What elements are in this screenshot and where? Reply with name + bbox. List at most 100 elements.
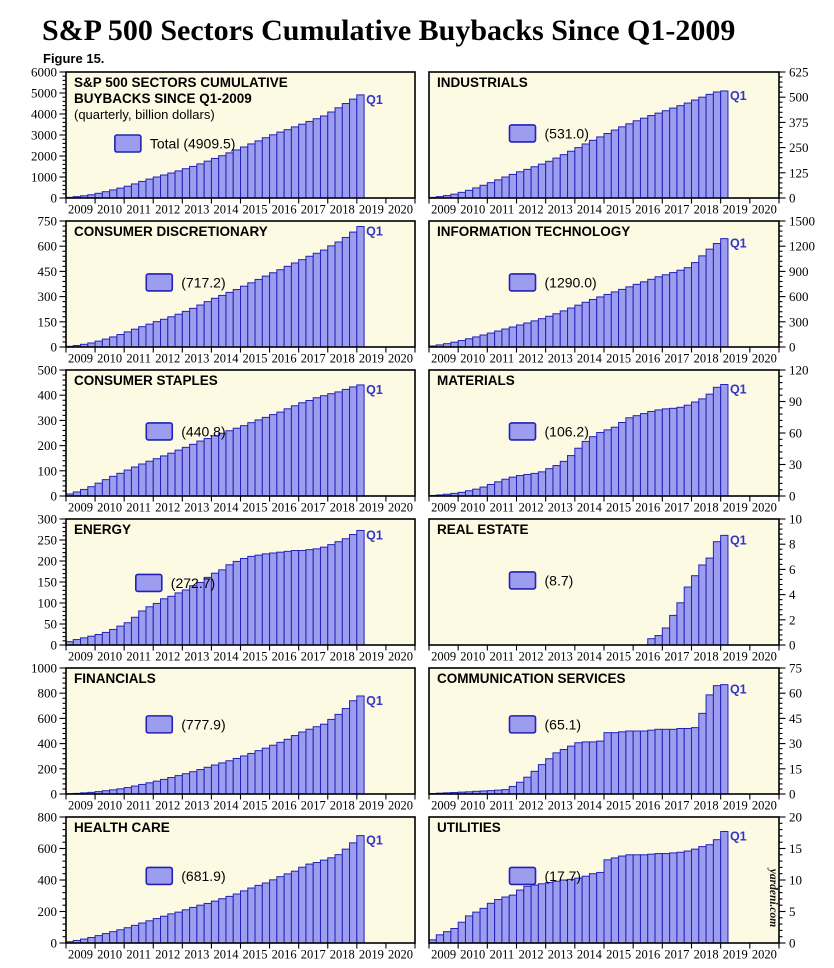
y-tick-label: 1000: [31, 664, 57, 676]
x-year-label: 2009: [68, 799, 93, 813]
x-year-label: 2016: [272, 501, 297, 515]
y-tick-label: 150: [38, 314, 58, 329]
bar: [479, 486, 488, 497]
bar: [581, 741, 590, 795]
x-year-label: 2011: [126, 501, 151, 515]
bar: [523, 885, 532, 944]
bar: [683, 850, 692, 944]
y-tick-label: 0: [789, 638, 796, 653]
bar: [319, 249, 329, 348]
legend-swatch: [135, 573, 163, 593]
bar: [639, 730, 649, 795]
bar: [610, 426, 620, 497]
x-year-label: 2011: [490, 203, 515, 217]
y-tick-label: 200: [38, 554, 58, 569]
x-year-label: 2018: [694, 203, 719, 217]
bar: [160, 455, 169, 497]
bar: [254, 278, 263, 348]
bar: [472, 488, 481, 497]
bar: [138, 783, 147, 795]
bar: [123, 787, 132, 795]
x-year-label: 2014: [213, 799, 239, 813]
watermark: yardeni.com: [767, 867, 779, 928]
bar: [654, 276, 663, 348]
bar: [581, 440, 590, 497]
x-year-label: 2015: [243, 799, 268, 813]
bar: [312, 548, 321, 646]
bar: [516, 324, 525, 348]
bar: [464, 915, 474, 944]
y-tick-label: 500: [38, 366, 58, 378]
bar: [240, 425, 249, 497]
x-year-label: 2016: [272, 650, 297, 664]
bar: [669, 407, 678, 497]
y-tick-label: 4000: [31, 107, 57, 122]
chart-panel-utilities: 0 5 10 15 20 2009 2010 2011 2012 2013 2014 2015 2016…: [428, 813, 832, 962]
bar: [189, 165, 198, 199]
bar: [574, 447, 583, 497]
bar: [647, 115, 656, 199]
bar: [160, 598, 169, 646]
legend-swatch: [508, 124, 537, 143]
x-axis-labels: 2009 2010 2011 2012 2013 2014 2015 2016 2017 2018…: [431, 203, 777, 217]
legend: Total (4909.5): [114, 134, 235, 153]
bar: [210, 764, 220, 795]
bar: [545, 758, 554, 795]
bar: [160, 778, 169, 795]
bar: [210, 900, 220, 944]
bar: [334, 391, 343, 497]
bar: [123, 927, 132, 944]
bar: [130, 785, 140, 795]
x-year-label: 2017: [664, 799, 689, 813]
y-tick-label: 250: [789, 140, 809, 155]
q1-annotation: Q1: [366, 383, 383, 397]
x-year-label: 2017: [301, 501, 326, 515]
bar: [247, 752, 256, 795]
y-tick-label: 375: [789, 115, 809, 130]
bar: [661, 110, 671, 199]
bar: [305, 255, 314, 348]
bar: [312, 397, 321, 497]
bar: [574, 877, 583, 944]
x-axis-labels: 2009 2010 2011 2012 2013 2014 2015 2016 2017 2018…: [431, 799, 777, 813]
bar: [647, 278, 656, 348]
bar: [138, 463, 147, 497]
x-year-label: 2018: [330, 203, 355, 217]
bar: [559, 748, 569, 795]
bar: [588, 873, 598, 944]
legend: (272.7): [135, 573, 215, 593]
bar: [276, 741, 285, 795]
bar: [247, 887, 256, 944]
bar: [196, 581, 205, 646]
bar: [334, 107, 343, 199]
bar: [567, 307, 576, 348]
bar: [341, 236, 351, 348]
bar: [203, 766, 212, 795]
x-axis-ticks: [65, 943, 416, 949]
x-year-label: 2020: [388, 799, 413, 813]
bar: [443, 931, 452, 944]
x-year-label: 2009: [431, 352, 456, 366]
bar: [669, 614, 678, 646]
x-year-label: 2017: [301, 203, 326, 217]
q1-annotation: Q1: [366, 528, 383, 542]
bar: [603, 293, 612, 348]
y-axis-labels: 0 30 60 90 120: [789, 366, 809, 504]
bar: [319, 395, 329, 497]
bar: [312, 862, 321, 944]
q1-annotation: Q1: [730, 237, 747, 251]
x-year-label: 2009: [68, 352, 93, 366]
bar: [145, 606, 154, 646]
bar: [457, 191, 466, 199]
panel-title: S&P 500 SECTORS CUMULATIVE: [74, 75, 288, 90]
x-year-label: 2013: [184, 799, 209, 813]
bar: [123, 469, 132, 497]
chart-svg-health-care: 0 200 400 600 800 2009 2010 2011 2012 2013 2014 201…: [38, 813, 416, 962]
y-tick-label: 100: [38, 463, 58, 478]
legend-swatch: [508, 422, 537, 441]
bar: [639, 281, 649, 348]
x-year-label: 2014: [213, 352, 239, 366]
bar: [559, 154, 569, 199]
y-tick-label: 75: [789, 664, 802, 676]
bar: [203, 160, 212, 199]
